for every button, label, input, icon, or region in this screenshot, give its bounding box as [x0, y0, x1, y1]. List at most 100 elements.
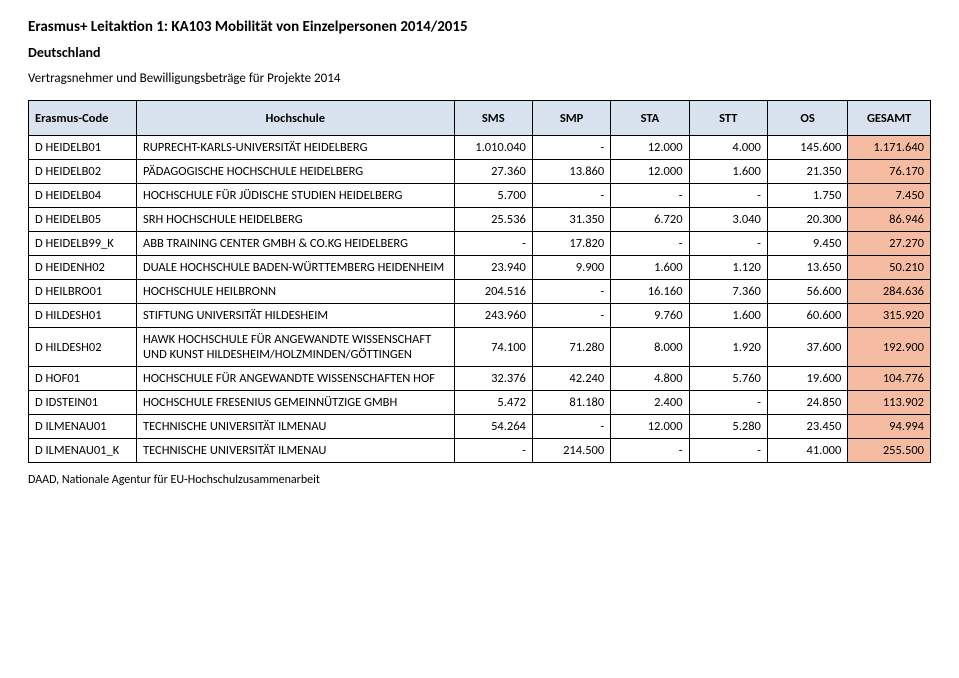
cell-code: D HEIDELB05 — [29, 208, 137, 232]
cell-sms: 1.010.040 — [454, 136, 532, 160]
cell-gesamt: 315.920 — [848, 304, 931, 328]
cell-code: D HILDESH01 — [29, 304, 137, 328]
cell-name: SRH HOCHSCHULE HEIDELBERG — [136, 208, 454, 232]
cell-os: 1.750 — [767, 184, 847, 208]
cell-sta: - — [611, 232, 689, 256]
cell-os: 23.450 — [767, 415, 847, 439]
cell-stt: 5.280 — [689, 415, 767, 439]
cell-sta: 2.400 — [611, 391, 689, 415]
page-preface: Vertragsnehmer und Bewilligungsbeträge f… — [28, 71, 931, 86]
col-header-sms: SMS — [454, 101, 532, 136]
cell-code: D HEIDELB99_K — [29, 232, 137, 256]
cell-stt: - — [689, 439, 767, 463]
cell-smp: 31.350 — [532, 208, 610, 232]
cell-smp: - — [532, 280, 610, 304]
cell-stt: 1.120 — [689, 256, 767, 280]
cell-gesamt: 76.170 — [848, 160, 931, 184]
table-row: D HEIDELB01RUPRECHT-KARLS-UNIVERSITÄT HE… — [29, 136, 931, 160]
cell-sta: 16.160 — [611, 280, 689, 304]
cell-sms: 54.264 — [454, 415, 532, 439]
cell-sta: 12.000 — [611, 136, 689, 160]
cell-code: D IDSTEIN01 — [29, 391, 137, 415]
cell-code: D HEIDELB01 — [29, 136, 137, 160]
cell-sms: 23.940 — [454, 256, 532, 280]
cell-name: TECHNISCHE UNIVERSITÄT ILMENAU — [136, 415, 454, 439]
cell-smp: 71.280 — [532, 328, 610, 367]
cell-os: 37.600 — [767, 328, 847, 367]
table-row: D HEIDENH02DUALE HOCHSCHULE BADEN-WÜRTTE… — [29, 256, 931, 280]
cell-sta: - — [611, 439, 689, 463]
table-row: D HEIDELB02PÄDAGOGISCHE HOCHSCHULE HEIDE… — [29, 160, 931, 184]
cell-gesamt: 27.270 — [848, 232, 931, 256]
cell-sta: 12.000 — [611, 415, 689, 439]
cell-stt: 1.920 — [689, 328, 767, 367]
cell-name: HOCHSCHULE FÜR JÜDISCHE STUDIEN HEIDELBE… — [136, 184, 454, 208]
cell-name: STIFTUNG UNIVERSITÄT HILDESHEIM — [136, 304, 454, 328]
cell-name: ABB TRAINING CENTER GMBH & CO.KG HEIDELB… — [136, 232, 454, 256]
cell-gesamt: 94.994 — [848, 415, 931, 439]
cell-name: HAWK HOCHSCHULE FÜR ANGEWANDTE WISSENSCH… — [136, 328, 454, 367]
cell-os: 13.650 — [767, 256, 847, 280]
cell-os: 24.850 — [767, 391, 847, 415]
cell-gesamt: 7.450 — [848, 184, 931, 208]
cell-stt: - — [689, 184, 767, 208]
cell-code: D HEIDELB04 — [29, 184, 137, 208]
cell-smp: 81.180 — [532, 391, 610, 415]
grants-table: Erasmus-Code Hochschule SMS SMP STA STT … — [28, 100, 931, 463]
cell-sms: 32.376 — [454, 367, 532, 391]
col-header-sta: STA — [611, 101, 689, 136]
cell-stt: 1.600 — [689, 304, 767, 328]
cell-sta: 9.760 — [611, 304, 689, 328]
cell-smp: - — [532, 184, 610, 208]
cell-stt: 7.360 — [689, 280, 767, 304]
page-subtitle: Deutschland — [28, 44, 931, 61]
cell-gesamt: 113.902 — [848, 391, 931, 415]
cell-code: D HEILBRO01 — [29, 280, 137, 304]
cell-gesamt: 104.776 — [848, 367, 931, 391]
cell-os: 60.600 — [767, 304, 847, 328]
table-row: D HEIDELB05SRH HOCHSCHULE HEIDELBERG25.5… — [29, 208, 931, 232]
cell-stt: 3.040 — [689, 208, 767, 232]
cell-stt: 4.000 — [689, 136, 767, 160]
cell-sta: 6.720 — [611, 208, 689, 232]
page: Erasmus+ Leitaktion 1: KA103 Mobilität v… — [0, 0, 959, 497]
page-title: Erasmus+ Leitaktion 1: KA103 Mobilität v… — [28, 18, 931, 36]
cell-os: 41.000 — [767, 439, 847, 463]
cell-os: 20.300 — [767, 208, 847, 232]
cell-smp: 17.820 — [532, 232, 610, 256]
col-header-code: Erasmus-Code — [29, 101, 137, 136]
table-row: D HEIDELB99_KABB TRAINING CENTER GMBH & … — [29, 232, 931, 256]
cell-sms: 204.516 — [454, 280, 532, 304]
cell-name: TECHNISCHE UNIVERSITÄT ILMENAU — [136, 439, 454, 463]
cell-code: D ILMENAU01_K — [29, 439, 137, 463]
cell-stt: 1.600 — [689, 160, 767, 184]
cell-name: HOCHSCHULE FRESENIUS GEMEINNÜTZIGE GMBH — [136, 391, 454, 415]
table-row: D IDSTEIN01HOCHSCHULE FRESENIUS GEMEINNÜ… — [29, 391, 931, 415]
cell-smp: - — [532, 415, 610, 439]
cell-gesamt: 192.900 — [848, 328, 931, 367]
cell-name: DUALE HOCHSCHULE BADEN-WÜRTTEMBERG HEIDE… — [136, 256, 454, 280]
table-head: Erasmus-Code Hochschule SMS SMP STA STT … — [29, 101, 931, 136]
cell-os: 56.600 — [767, 280, 847, 304]
cell-sta: 1.600 — [611, 256, 689, 280]
cell-name: PÄDAGOGISCHE HOCHSCHULE HEIDELBERG — [136, 160, 454, 184]
cell-smp: 13.860 — [532, 160, 610, 184]
cell-sms: 5.472 — [454, 391, 532, 415]
cell-sms: 243.960 — [454, 304, 532, 328]
cell-code: D HOF01 — [29, 367, 137, 391]
cell-gesamt: 50.210 — [848, 256, 931, 280]
cell-os: 19.600 — [767, 367, 847, 391]
cell-sms: 27.360 — [454, 160, 532, 184]
cell-sms: 25.536 — [454, 208, 532, 232]
col-header-smp: SMP — [532, 101, 610, 136]
cell-gesamt: 1.171.640 — [848, 136, 931, 160]
col-header-name: Hochschule — [136, 101, 454, 136]
table-row: D HEILBRO01HOCHSCHULE HEILBRONN204.516-1… — [29, 280, 931, 304]
cell-smp: 9.900 — [532, 256, 610, 280]
cell-sta: 4.800 — [611, 367, 689, 391]
cell-smp: - — [532, 136, 610, 160]
cell-code: D HEIDENH02 — [29, 256, 137, 280]
table-header-row: Erasmus-Code Hochschule SMS SMP STA STT … — [29, 101, 931, 136]
page-footer: DAAD, Nationale Agentur für EU-Hochschul… — [28, 473, 931, 487]
cell-name: RUPRECHT-KARLS-UNIVERSITÄT HEIDELBERG — [136, 136, 454, 160]
